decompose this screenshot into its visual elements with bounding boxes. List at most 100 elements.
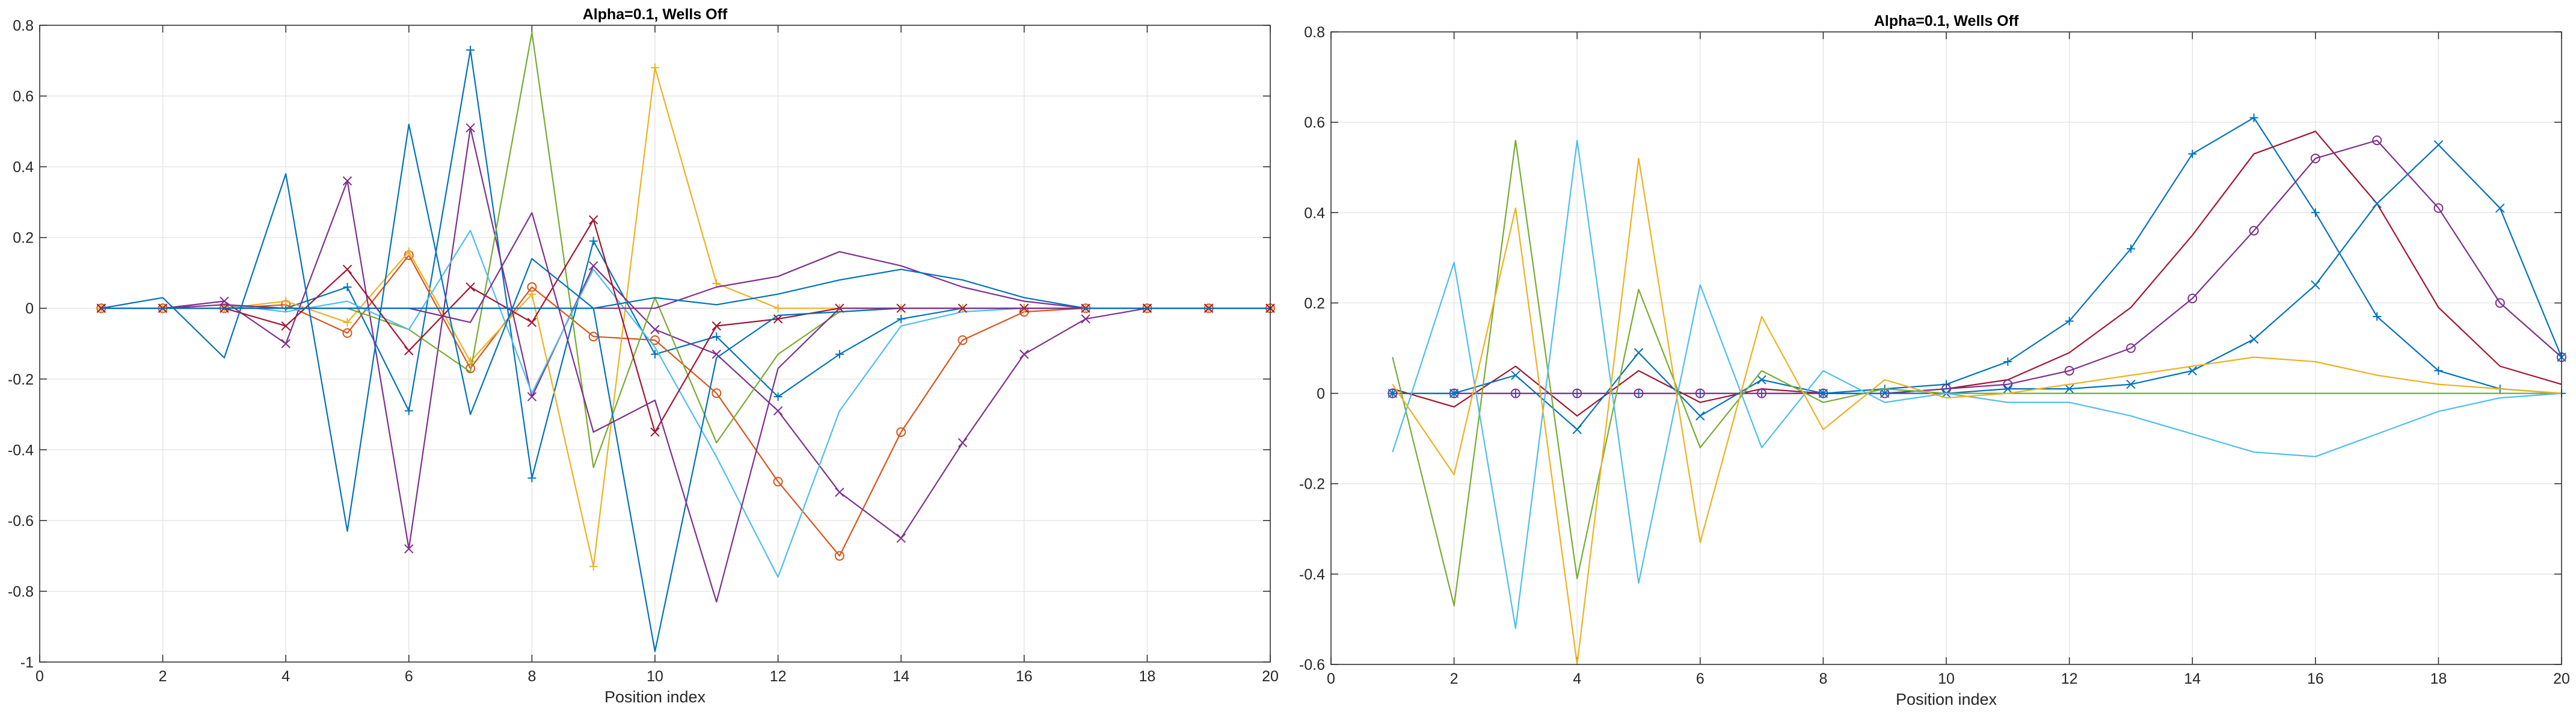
x-axis-label: Position index xyxy=(604,688,706,706)
data-point-marker xyxy=(404,406,413,415)
data-point-marker xyxy=(650,427,660,437)
x-tick-label: 2 xyxy=(1450,670,1459,687)
x-tick-label: 12 xyxy=(2061,670,2078,687)
y-tick-label: 0.2 xyxy=(13,230,34,247)
data-point-marker xyxy=(404,247,413,256)
data-point-marker xyxy=(773,392,782,401)
data-point-marker xyxy=(589,562,598,571)
x-tick-label: 14 xyxy=(2184,670,2201,687)
x-tick-label: 2 xyxy=(159,668,167,685)
data-point-marker xyxy=(1511,370,1520,380)
x-tick-label: 4 xyxy=(281,668,290,685)
data-point-marker xyxy=(1757,375,1766,385)
data-point-marker xyxy=(527,392,537,401)
x-tick-label: 10 xyxy=(1938,670,1955,687)
series-2 xyxy=(1392,131,2562,417)
data-point-marker xyxy=(712,321,722,331)
series-line xyxy=(1392,144,2563,430)
data-point-marker xyxy=(2433,140,2444,150)
x-tick-label: 20 xyxy=(2553,670,2570,687)
series-line xyxy=(1392,140,2562,630)
x-tick-label: 4 xyxy=(1573,670,1581,687)
data-point-marker xyxy=(651,63,659,72)
series-5 xyxy=(1392,140,2562,607)
data-point-marker xyxy=(958,335,968,345)
chart-right: 0 2 4 6 8 10 12 14 16 18 20 -0.6 -0.4 -0.2 0 0.2 0.4 0.6 0… xyxy=(1299,13,2570,708)
data-point-marker xyxy=(1572,424,1582,435)
data-point-marker xyxy=(588,261,598,271)
y-tick-label: -1 xyxy=(20,654,34,671)
data-point-marker xyxy=(2065,317,2074,326)
y-tick-label: -0.8 xyxy=(8,583,34,600)
axes-box xyxy=(39,25,1271,663)
data-point-marker xyxy=(896,533,906,543)
data-point-marker xyxy=(2495,298,2505,308)
data-point-marker xyxy=(2433,203,2444,213)
data-point-marker xyxy=(589,237,598,246)
data-point-marker xyxy=(1572,388,1582,398)
series-7 xyxy=(1392,158,2562,666)
data-point-marker xyxy=(773,477,783,487)
data-point-marker xyxy=(712,388,722,398)
data-point-marker xyxy=(2188,149,2197,158)
x-tick-label: 6 xyxy=(1696,670,1705,687)
data-point-marker xyxy=(834,551,844,561)
data-point-marker xyxy=(2495,203,2505,213)
data-point-marker xyxy=(404,346,414,356)
data-point-marker xyxy=(2126,244,2135,253)
chart-title: Alpha=0.1, Wells Off xyxy=(583,6,728,23)
data-point-marker xyxy=(650,324,660,335)
data-point-marker xyxy=(527,474,536,483)
data-point-marker xyxy=(281,321,290,331)
y-tick-label: 0.8 xyxy=(13,17,34,34)
data-point-marker xyxy=(588,332,598,342)
data-point-marker xyxy=(2311,280,2320,290)
series-6 xyxy=(1392,140,2562,630)
series-line xyxy=(1392,140,2562,607)
data-point-marker xyxy=(1695,411,1705,421)
x-tick-label: 0 xyxy=(35,668,44,685)
y-tick-label: 0 xyxy=(25,300,34,317)
y-tick-label: 0 xyxy=(1317,386,1325,403)
data-point-marker xyxy=(2434,367,2443,376)
data-point-marker xyxy=(712,349,722,359)
data-point-marker xyxy=(1449,388,1459,398)
data-point-marker xyxy=(2249,113,2258,122)
series-4 xyxy=(1388,140,2566,435)
x-axis-label: Position index xyxy=(1896,690,1997,708)
data-point-marker xyxy=(2372,199,2382,208)
data-point-marker xyxy=(527,289,536,299)
data-point-marker xyxy=(651,350,659,359)
data-point-marker xyxy=(343,282,352,291)
data-point-marker xyxy=(281,339,290,348)
y-tick-label: 0.6 xyxy=(13,88,34,105)
series-line xyxy=(1392,140,2562,394)
series-11 xyxy=(101,268,1270,309)
data-point-marker xyxy=(2064,366,2074,376)
data-point-marker xyxy=(1634,348,1644,357)
x-tick-label: 16 xyxy=(2307,670,2324,687)
data-point-marker xyxy=(342,176,352,186)
x-tick-label: 16 xyxy=(1016,668,1033,685)
data-point-marker xyxy=(835,350,844,359)
chart-title: Alpha=0.1, Wells Off xyxy=(1874,13,2019,29)
y-tick-label: -0.4 xyxy=(8,442,34,459)
data-point-marker xyxy=(896,427,906,437)
series-line xyxy=(101,268,1270,309)
x-tick-label: 14 xyxy=(893,668,909,685)
data-point-marker xyxy=(2126,343,2136,353)
data-point-marker xyxy=(773,304,782,313)
data-point-marker xyxy=(1880,388,1890,398)
y-tick-label: -0.4 xyxy=(1299,566,1325,583)
data-point-marker xyxy=(342,264,352,274)
data-point-marker xyxy=(2003,384,2013,394)
data-point-marker xyxy=(342,328,352,338)
data-point-marker xyxy=(343,318,352,327)
x-tick-label: 6 xyxy=(405,668,413,685)
x-tick-label: 18 xyxy=(2430,670,2447,687)
data-point-marker xyxy=(1081,314,1090,324)
data-point-marker xyxy=(712,279,721,288)
data-point-marker xyxy=(1388,388,1398,398)
data-point-marker xyxy=(958,438,968,448)
